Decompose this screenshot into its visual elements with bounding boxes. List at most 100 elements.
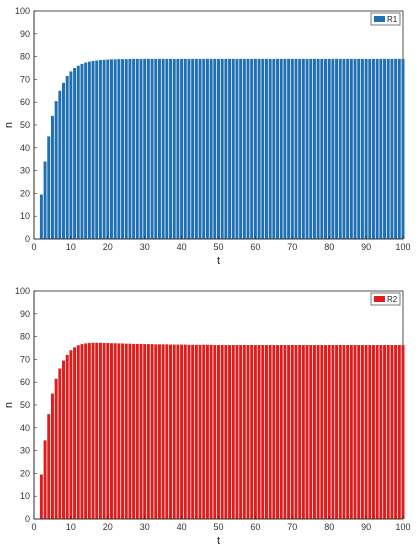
bar	[294, 345, 298, 519]
bar	[39, 474, 43, 519]
bar	[87, 342, 91, 519]
bar	[283, 345, 287, 519]
bar	[390, 58, 394, 239]
bar	[76, 345, 80, 519]
bar	[169, 58, 172, 239]
bar	[80, 344, 84, 519]
bar	[146, 58, 150, 239]
bar-series	[39, 58, 405, 240]
bar	[386, 345, 390, 519]
bar	[84, 343, 88, 519]
bar	[95, 342, 99, 519]
x-tick-label: 70	[287, 242, 297, 252]
x-tick-label: 80	[324, 242, 334, 252]
y-tick-label: 50	[20, 400, 30, 410]
bar	[161, 344, 165, 519]
bar	[69, 350, 73, 519]
bar	[191, 344, 195, 519]
bar	[62, 360, 65, 519]
bar	[202, 58, 206, 239]
bar	[87, 61, 91, 240]
bar	[253, 58, 257, 239]
bar	[124, 343, 128, 519]
bar	[135, 343, 139, 519]
legend-swatch	[374, 16, 385, 22]
x-tick-label: 50	[213, 242, 223, 252]
bar	[43, 440, 47, 519]
x-tick-label: 30	[140, 242, 150, 252]
bar	[368, 58, 372, 239]
x-tick-label: 90	[361, 522, 371, 532]
bar	[342, 345, 346, 519]
bar	[264, 58, 268, 239]
bar	[231, 58, 235, 239]
bar	[250, 58, 254, 239]
bar	[180, 344, 184, 519]
bar	[205, 344, 209, 519]
bar	[272, 58, 276, 239]
bar	[121, 59, 125, 239]
chart-r2: 0 10 20 30 40 50 60 70 80 90 100 0 10 20 30 40 50 60 70 80 9…	[3, 286, 411, 547]
bar	[250, 345, 254, 519]
bar	[132, 58, 136, 239]
bar	[69, 71, 73, 239]
bar	[202, 344, 206, 519]
bar	[124, 59, 128, 239]
y-tick-label: 0	[25, 234, 30, 244]
bar	[364, 345, 368, 519]
y-tick-label: 70	[20, 74, 30, 84]
x-tick-label: 0	[31, 242, 36, 252]
bar	[298, 345, 302, 519]
bar	[187, 58, 191, 239]
x-tick-label: 0	[31, 522, 36, 532]
bar	[312, 345, 316, 519]
x-tick-label: 40	[177, 242, 187, 252]
bar	[47, 136, 51, 239]
bar	[132, 343, 136, 519]
bar	[228, 58, 232, 239]
bar	[342, 58, 346, 239]
bar	[91, 60, 95, 240]
bar	[290, 345, 294, 519]
bar	[320, 345, 324, 519]
bar	[143, 58, 147, 239]
bar	[209, 58, 213, 239]
bar	[287, 345, 291, 519]
bar	[290, 58, 294, 239]
bar	[338, 345, 342, 519]
bar	[397, 345, 401, 519]
y-tick-label: 100	[15, 6, 30, 16]
bar	[62, 82, 65, 239]
bar	[176, 58, 180, 239]
y-tick-label: 30	[20, 166, 30, 176]
bar	[235, 345, 239, 519]
bar	[187, 344, 191, 519]
bar	[205, 58, 209, 239]
bar	[335, 58, 339, 239]
bar	[139, 343, 143, 519]
bar	[76, 65, 80, 239]
x-tick-label: 30	[140, 522, 150, 532]
y-axis-label: n	[3, 122, 15, 128]
bar	[139, 58, 143, 239]
bar	[383, 345, 387, 519]
bar	[213, 58, 217, 239]
bar	[54, 378, 58, 519]
bar	[150, 344, 154, 519]
bar	[39, 194, 43, 239]
bar	[220, 345, 224, 519]
bar	[401, 58, 405, 239]
bar	[213, 345, 217, 519]
bar	[261, 58, 265, 239]
y-tick-label: 80	[20, 332, 30, 342]
bar	[198, 344, 202, 519]
bar	[154, 58, 158, 239]
bar	[287, 58, 291, 239]
y-tick-label: 20	[20, 468, 30, 478]
bar	[383, 58, 387, 239]
y-tick-label: 90	[20, 29, 30, 39]
bar	[276, 345, 280, 519]
bar	[224, 58, 228, 239]
chart-r1: 0 10 20 30 40 50 60 70 80 90 100 0 10 20 30 40 50 60 70 80 9…	[3, 6, 411, 267]
legend-label: R1	[387, 15, 398, 24]
